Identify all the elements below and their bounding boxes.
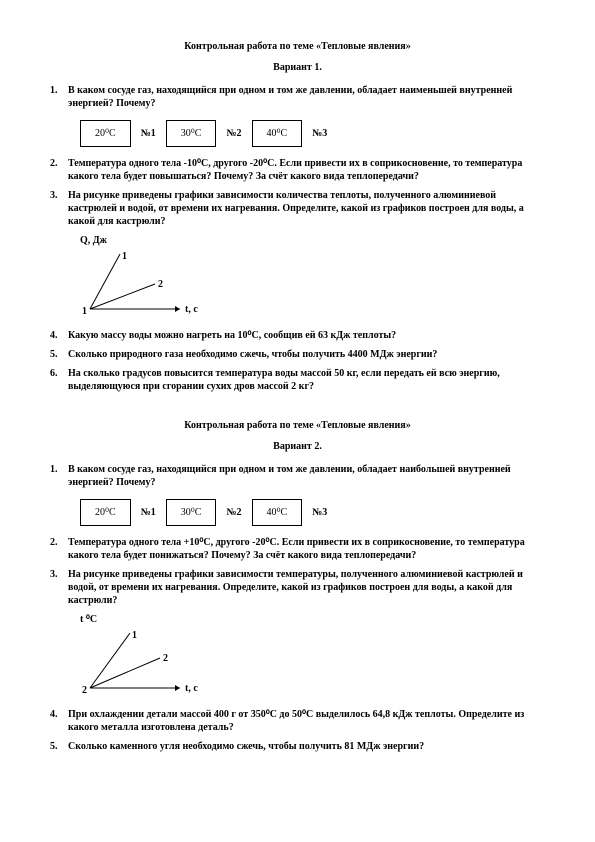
s2-boxes: 20⁰C №1 30⁰C №2 40⁰C №3 xyxy=(80,499,545,526)
s1-q4-num: 4. xyxy=(50,329,68,342)
s2-q2-text: Температура одного тела +10⁰С, другого -… xyxy=(68,536,545,562)
s1-line1 xyxy=(90,254,120,309)
s1-q3-num: 3. xyxy=(50,189,68,228)
s2-q3: 3. На рисунке приведены графики зависимо… xyxy=(50,568,545,607)
s2-q2-num: 2. xyxy=(50,536,68,562)
s1-line2-label: 2 xyxy=(158,279,163,290)
s1-q1-num: 1. xyxy=(50,84,68,110)
s1-axis-label: t, с xyxy=(185,304,198,315)
s1-q5: 5. Сколько природного газа необходимо сж… xyxy=(50,348,545,361)
s2-line2-label: 2 xyxy=(163,653,168,664)
s1-arrow-icon xyxy=(175,306,180,312)
s2-label2: №2 xyxy=(226,506,241,519)
s1-q6: 6. На сколько градусов повысится темпера… xyxy=(50,367,545,393)
s1-q4: 4. Какую массу воды можно нагреть на 10⁰… xyxy=(50,329,545,342)
s1-origin-label: 1 xyxy=(82,306,87,317)
s2-q5-text: Сколько каменного угля необходимо сжечь,… xyxy=(68,740,545,753)
s2-line1-label: 1 xyxy=(132,630,137,641)
s1-q5-num: 5. xyxy=(50,348,68,361)
s2-q1-text: В каком сосуде газ, находящийся при одно… xyxy=(68,463,545,489)
s2-q4-text: При охлаждении детали массой 400 г от 35… xyxy=(68,708,545,734)
s2-label3: №3 xyxy=(312,506,327,519)
s2-graph: t ⁰С 1 2 t, с 2 xyxy=(80,613,545,698)
s1-graph-svg: 1 2 t, с 1 xyxy=(80,249,220,319)
section1-variant: Вариант 1. xyxy=(50,61,545,74)
s1-q2-num: 2. xyxy=(50,157,68,183)
s1-q5-text: Сколько природного газа необходимо сжечь… xyxy=(68,348,545,361)
s2-q1-num: 1. xyxy=(50,463,68,489)
s2-q4: 4. При охлаждении детали массой 400 г от… xyxy=(50,708,545,734)
s2-graph-ylabel: t ⁰С xyxy=(80,613,545,626)
s1-q4-text: Какую массу воды можно нагреть на 10⁰С, … xyxy=(68,329,545,342)
s1-q1: 1. В каком сосуде газ, находящийся при о… xyxy=(50,84,545,110)
s1-line2 xyxy=(90,284,155,309)
s1-q3-text: На рисунке приведены графики зависимости… xyxy=(68,189,545,228)
s1-graph: Q, Дж 1 2 t, с 1 xyxy=(80,234,545,319)
s1-label1: №1 xyxy=(141,127,156,140)
s1-graph-ylabel: Q, Дж xyxy=(80,234,545,247)
s1-box1: 20⁰C xyxy=(80,120,131,147)
s1-q6-text: На сколько градусов повысится температур… xyxy=(68,367,545,393)
s1-boxes: 20⁰C №1 30⁰C №2 40⁰C №3 xyxy=(80,120,545,147)
s1-box3: 40⁰C xyxy=(252,120,303,147)
s2-q3-text: На рисунке приведены графики зависимости… xyxy=(68,568,545,607)
s2-box3: 40⁰C xyxy=(252,499,303,526)
s1-label3: №3 xyxy=(312,127,327,140)
s2-box1: 20⁰C xyxy=(80,499,131,526)
s1-q6-num: 6. xyxy=(50,367,68,393)
s1-line1-label: 1 xyxy=(122,251,127,262)
s2-axis-label: t, с xyxy=(185,683,198,694)
s2-label1: №1 xyxy=(141,506,156,519)
s1-q2-text: Температура одного тела -10⁰С, другого -… xyxy=(68,157,545,183)
s2-q5: 5. Сколько каменного угля необходимо сже… xyxy=(50,740,545,753)
s1-box2: 30⁰C xyxy=(166,120,217,147)
section1-title: Контрольная работа по теме «Тепловые явл… xyxy=(50,40,545,53)
section2-variant: Вариант 2. xyxy=(50,440,545,453)
s2-q2: 2. Температура одного тела +10⁰С, другог… xyxy=(50,536,545,562)
s2-origin-label: 2 xyxy=(82,685,87,696)
s1-q2: 2. Температура одного тела -10⁰С, другог… xyxy=(50,157,545,183)
s2-q5-num: 5. xyxy=(50,740,68,753)
s1-q1-text: В каком сосуде газ, находящийся при одно… xyxy=(68,84,545,110)
s2-graph-svg: 1 2 t, с 2 xyxy=(80,628,220,698)
s1-label2: №2 xyxy=(226,127,241,140)
s2-box2: 30⁰C xyxy=(166,499,217,526)
section2-title: Контрольная работа по теме «Тепловые явл… xyxy=(50,419,545,432)
s2-q1: 1. В каком сосуде газ, находящийся при о… xyxy=(50,463,545,489)
s2-q4-num: 4. xyxy=(50,708,68,734)
s2-q3-num: 3. xyxy=(50,568,68,607)
s1-q3: 3. На рисунке приведены графики зависимо… xyxy=(50,189,545,228)
s2-arrow-icon xyxy=(175,685,180,691)
